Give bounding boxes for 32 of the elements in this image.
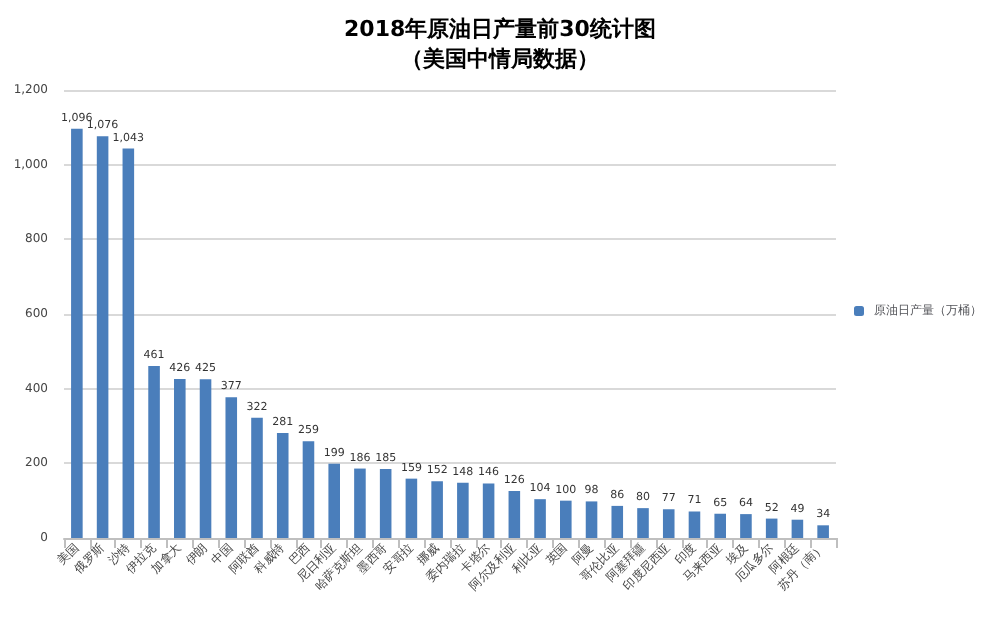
bar: [379, 468, 392, 538]
bar: [482, 483, 495, 538]
chart-title: 2018年原油日产量前30统计图: [344, 16, 656, 42]
bar: [560, 500, 572, 538]
bar: [765, 518, 778, 538]
bar: [302, 441, 315, 538]
bar: [508, 490, 521, 538]
bar: [251, 417, 263, 538]
bar: [431, 481, 443, 538]
bar: [354, 468, 366, 538]
bar: [148, 365, 160, 538]
bar: [457, 482, 469, 538]
bar: [71, 128, 83, 538]
bar: [96, 136, 109, 538]
bar: [122, 148, 135, 538]
bar: [328, 463, 340, 538]
bar: [714, 513, 726, 538]
bar: [817, 525, 829, 538]
bar: [174, 378, 186, 538]
bar: [276, 433, 289, 538]
bar: [225, 397, 238, 538]
bar: [405, 478, 418, 538]
bar: [791, 519, 804, 538]
bar: [688, 511, 701, 538]
bar: [740, 514, 752, 538]
bar: [637, 508, 649, 538]
bar: [199, 379, 212, 538]
chart-subtitle: （美国中情局数据）: [401, 46, 599, 72]
bar: [662, 509, 675, 538]
bar: [611, 505, 624, 538]
bar: [585, 501, 598, 538]
bar: [534, 499, 546, 538]
